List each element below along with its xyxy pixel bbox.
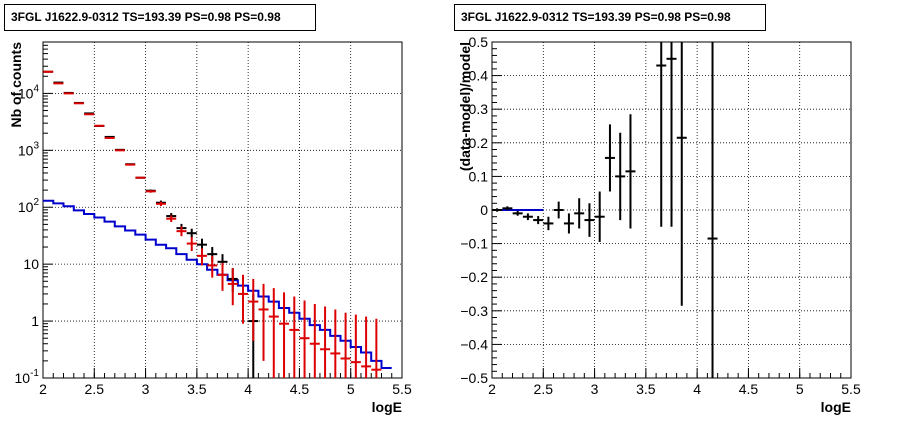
right-xtick-label: 2 bbox=[488, 381, 496, 397]
model-point bbox=[104, 136, 115, 139]
left-yaxis-title: Nb of counts bbox=[8, 42, 24, 128]
residual-point bbox=[656, 42, 667, 227]
right-ytick-label: −0.1 bbox=[460, 236, 488, 252]
model-point bbox=[227, 268, 238, 306]
left-xaxis-title: logE bbox=[372, 399, 402, 415]
right-ytick-label: 0.2 bbox=[469, 135, 489, 151]
model-point bbox=[268, 288, 279, 378]
model-point bbox=[309, 303, 320, 378]
residual-point bbox=[502, 206, 513, 211]
model-point bbox=[289, 296, 300, 378]
model-point bbox=[155, 201, 166, 207]
right-xtick-label: 3.5 bbox=[636, 381, 656, 397]
left-xtick-label: 3.5 bbox=[187, 381, 207, 397]
residual-point bbox=[533, 216, 544, 225]
model-point bbox=[258, 283, 269, 361]
left-ytick-label: 1 bbox=[31, 313, 39, 329]
model-point bbox=[166, 215, 177, 223]
model-point bbox=[145, 190, 156, 193]
left-xtick-label: 5 bbox=[347, 381, 355, 397]
model-point bbox=[350, 314, 361, 378]
model-point bbox=[196, 248, 207, 266]
residual-point bbox=[543, 216, 554, 231]
model-point bbox=[135, 176, 146, 179]
model-point bbox=[84, 113, 95, 116]
left-xtick-label: 2.5 bbox=[85, 381, 105, 397]
model-point bbox=[248, 278, 259, 341]
left-xtick-label: 5.5 bbox=[392, 381, 412, 397]
residual-point bbox=[522, 213, 533, 221]
model-point bbox=[320, 306, 331, 378]
right-ytick-label: 0 bbox=[480, 202, 488, 218]
data-point bbox=[186, 228, 197, 238]
right-xtick-label: 5.5 bbox=[841, 381, 861, 397]
residuals-chart: 2 2.5 3 3.5 4 4.5 5 5.5 −0.5 −0.4 −0.3 −0.2 −0.1 0 0.1… bbox=[460, 34, 861, 397]
right-yaxis-title: (data-model)/model bbox=[457, 42, 473, 171]
right-ytick-label: 0.1 bbox=[469, 168, 489, 184]
model-point bbox=[186, 237, 197, 252]
residual-point bbox=[604, 124, 615, 192]
left-ytick-label: 104 bbox=[18, 83, 40, 101]
model-point bbox=[279, 292, 290, 378]
residual-point bbox=[707, 42, 718, 378]
right-xtick-label: 3 bbox=[591, 381, 599, 397]
residual-point bbox=[584, 203, 595, 237]
model-point bbox=[361, 316, 372, 378]
right-xtick-label: 4.5 bbox=[739, 381, 759, 397]
model-point bbox=[330, 309, 341, 378]
residual-point bbox=[666, 42, 677, 227]
residual-point bbox=[625, 114, 636, 229]
left-xtick-label: 4.5 bbox=[290, 381, 310, 397]
model-point bbox=[114, 149, 125, 152]
model-point bbox=[238, 274, 249, 324]
right-ytick-label: −0.2 bbox=[460, 269, 488, 285]
right-ytick-label: −0.4 bbox=[460, 336, 488, 352]
model-point bbox=[94, 124, 105, 127]
residual-point bbox=[563, 213, 574, 234]
right-ytick-label: 0.5 bbox=[469, 34, 489, 50]
counts-chart: 2 2.5 3 3.5 4 4.5 5 5.5 10-1 1 10 102 103 104 bbox=[15, 41, 412, 397]
model-point bbox=[207, 255, 218, 278]
right-ytick-label: 0.3 bbox=[469, 101, 489, 117]
model-point bbox=[340, 312, 351, 378]
residual-point bbox=[594, 191, 605, 242]
left-xtick-label: 4 bbox=[244, 381, 252, 397]
left-xtick-label: 3 bbox=[142, 381, 150, 397]
residual-point bbox=[615, 132, 626, 221]
model-point bbox=[371, 318, 382, 378]
model-point bbox=[299, 300, 310, 378]
left-ytick-label: 102 bbox=[18, 197, 40, 215]
residual-point bbox=[676, 42, 687, 306]
right-ytick-label: −0.3 bbox=[460, 303, 488, 319]
model-point bbox=[176, 226, 187, 237]
left-xtick-label: 2 bbox=[39, 381, 47, 397]
right-xaxis-title: logE bbox=[821, 399, 851, 415]
model-point bbox=[125, 163, 136, 166]
residual-point bbox=[574, 198, 585, 229]
right-xtick-label: 2.5 bbox=[534, 381, 554, 397]
right-xtick-label: 4 bbox=[693, 381, 701, 397]
model-step-line bbox=[43, 199, 392, 369]
left-ytick-label: 10 bbox=[23, 256, 39, 272]
right-chart-title: 3FGL J1622.9-0312 TS=193.39 PS=0.98 PS=0… bbox=[454, 4, 766, 31]
right-ytick-label: −0.5 bbox=[460, 370, 488, 386]
residual-point bbox=[553, 201, 564, 219]
left-plot-frame bbox=[42, 41, 403, 379]
residual-point bbox=[512, 211, 523, 216]
model-point bbox=[217, 262, 228, 291]
residual-point bbox=[492, 208, 503, 212]
left-ytick-label: 10-1 bbox=[15, 368, 40, 386]
right-ytick-label: 0.4 bbox=[469, 68, 489, 84]
left-ytick-label: 103 bbox=[18, 140, 40, 158]
right-xtick-label: 5 bbox=[796, 381, 804, 397]
left-chart-title: 3FGL J1622.9-0312 TS=193.39 PS=0.98 PS=0… bbox=[4, 4, 316, 31]
